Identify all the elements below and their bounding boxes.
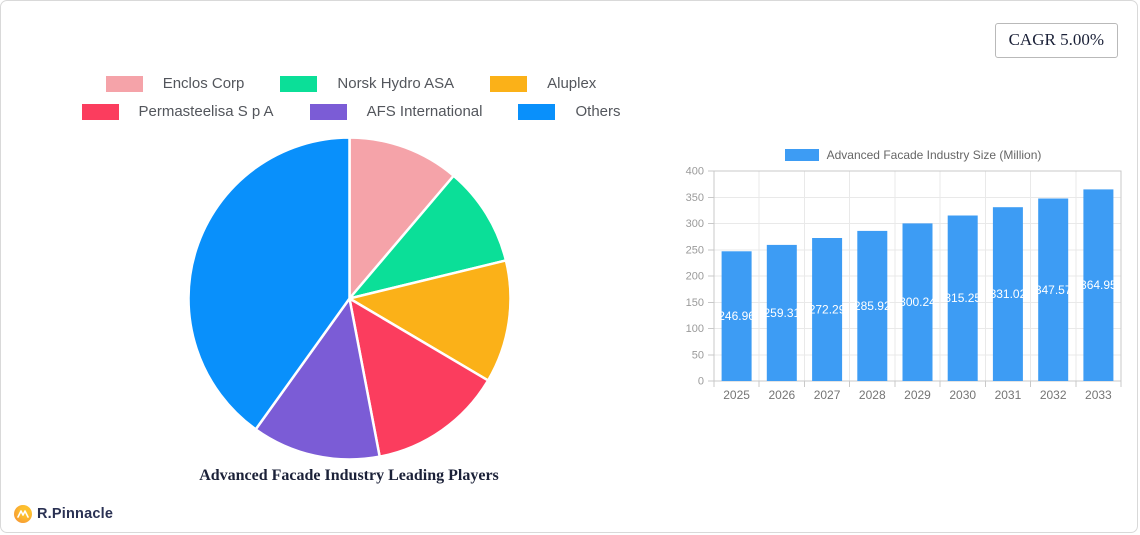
- bar-value-label: 272.29: [809, 303, 846, 317]
- x-axis-tick-label: 2029: [904, 388, 931, 402]
- legend-item-norsk-hydro-asa[interactable]: Norsk Hydro ASA: [280, 75, 454, 92]
- bar-legend-swatch: [784, 149, 819, 161]
- y-axis-tick-label: 250: [686, 244, 704, 256]
- bar-legend-label: Advanced Facade Industry Size (Million): [826, 148, 1042, 162]
- pie-slice-permasteelisa-s-p-a[interactable]: [348, 297, 490, 458]
- pie-chart: [184, 133, 515, 464]
- bar-2029[interactable]: [902, 223, 933, 381]
- bar-2031[interactable]: [992, 207, 1023, 381]
- pie-slice-afs-international[interactable]: [254, 297, 381, 461]
- bar-value-label: 259.31: [763, 306, 800, 320]
- pie-legend-row-2: Permasteelisa S p A AFS International Othe…: [41, 103, 661, 120]
- legend-item-others[interactable]: Others: [518, 103, 621, 120]
- pie-slice-norsk-hydro-asa[interactable]: [348, 174, 508, 300]
- bar-value-label: 246.96: [718, 309, 755, 323]
- legend-label: Norsk Hydro ASA: [337, 75, 455, 92]
- x-axis-tick-label: 2031: [995, 388, 1022, 402]
- x-axis-tick-label: 2032: [1040, 388, 1067, 402]
- brand-logo: R.Pinnacle: [14, 505, 113, 523]
- y-axis-tick-label: 200: [686, 271, 704, 283]
- legend-item-afs-international[interactable]: AFS International: [309, 103, 483, 120]
- legend-item-enclos-corp[interactable]: Enclos Corp: [105, 75, 245, 92]
- legend-label: Permasteelisa S p A: [138, 103, 274, 120]
- legend-swatch: [105, 75, 143, 92]
- pie-slice-aluplex[interactable]: [348, 259, 512, 382]
- legend-label: AFS International: [366, 103, 483, 120]
- brand-logo-icon: [14, 505, 32, 523]
- y-axis-tick-label: 300: [686, 218, 704, 230]
- x-axis-tick-label: 2028: [859, 388, 886, 402]
- pie-title: Advanced Facade Industry Leading Players: [199, 467, 499, 484]
- legend-swatch: [280, 75, 318, 92]
- bar-2026[interactable]: [766, 244, 797, 381]
- bar-2027[interactable]: [812, 238, 843, 381]
- legend-label: Enclos Corp: [162, 75, 245, 92]
- legend-label: Others: [575, 103, 621, 120]
- pie-slice-others[interactable]: [187, 136, 351, 431]
- bar-2032[interactable]: [1038, 198, 1069, 382]
- legend-label: Aluplex: [547, 75, 597, 92]
- y-axis-tick-label: 350: [686, 192, 704, 204]
- y-axis-tick-label: 50: [692, 349, 704, 361]
- y-axis-tick-label: 150: [686, 297, 704, 309]
- bar-value-label: 285.92: [854, 299, 891, 313]
- bar-2033[interactable]: [1083, 189, 1114, 381]
- pie-chart-svg: [187, 136, 512, 461]
- x-axis-tick-label: 2025: [723, 388, 750, 402]
- x-axis-tick-label: 2026: [768, 388, 795, 402]
- y-axis-tick-label: 400: [686, 166, 704, 178]
- bar-2030[interactable]: [947, 215, 978, 382]
- legend-item-permasteelisa-s-p-a[interactable]: Permasteelisa S p A: [81, 103, 274, 120]
- bar-chart-legend[interactable]: Advanced Facade Industry Size (Million): [676, 148, 1136, 162]
- pie-legend-row-1: Enclos Corp Norsk Hydro ASA Aluplex: [41, 75, 661, 92]
- cagr-badge: CAGR 5.00%: [994, 23, 1118, 58]
- pie-legend: Enclos Corp Norsk Hydro ASA Aluplex Permas…: [41, 75, 661, 131]
- legend-swatch: [81, 103, 119, 120]
- bar-value-label: 315.25: [944, 291, 981, 305]
- bar-2025[interactable]: [721, 251, 752, 381]
- y-axis-tick-label: 100: [686, 323, 704, 335]
- bar-value-label: 364.95: [1080, 278, 1117, 292]
- bar-2028[interactable]: [857, 230, 888, 381]
- bar-value-label: 300.24: [899, 295, 936, 309]
- legend-item-aluplex[interactable]: Aluplex: [490, 75, 596, 92]
- x-axis-tick-label: 2027: [814, 388, 841, 402]
- y-axis-tick-label: 0: [698, 376, 704, 388]
- bar-chart: Advanced Facade Industry Size (Million) …: [676, 144, 1136, 414]
- brand-name: R.Pinnacle: [37, 506, 114, 522]
- bar-value-label: 347.57: [1035, 283, 1072, 297]
- legend-swatch: [518, 103, 556, 120]
- bar-plot-svg: 0 50 100 150 200 250 300 350 400 246.96 2025 259.31…: [686, 166, 1122, 402]
- x-axis-tick-label: 2030: [949, 388, 976, 402]
- pie-slice-enclos-corp[interactable]: [348, 136, 455, 300]
- legend-swatch: [309, 103, 347, 120]
- x-axis-tick-label: 2033: [1085, 388, 1112, 402]
- bar-value-label: 331.02: [990, 287, 1027, 301]
- legend-swatch: [490, 75, 528, 92]
